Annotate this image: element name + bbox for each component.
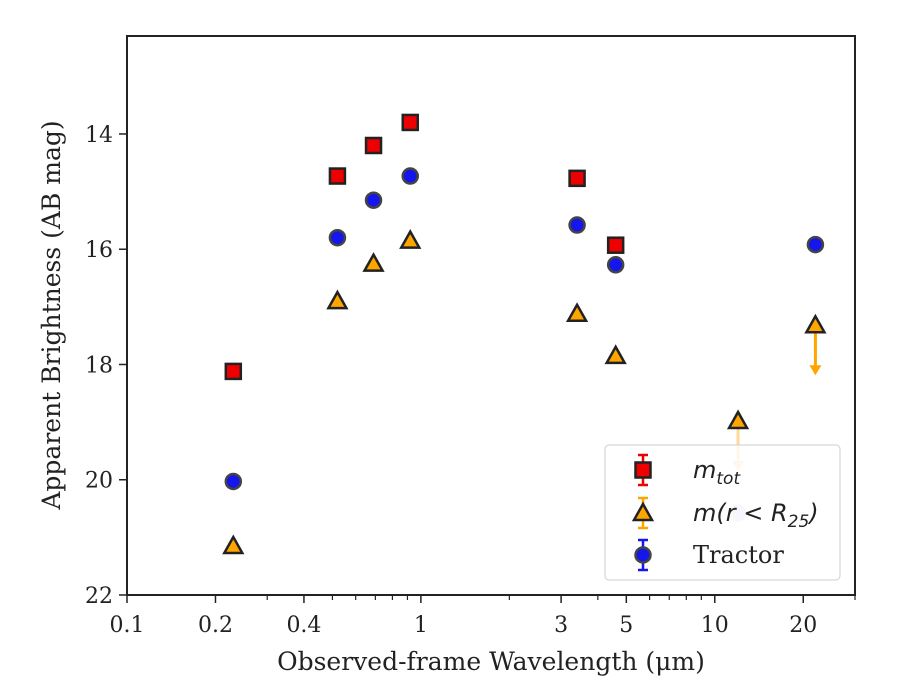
circle-marker bbox=[364, 191, 383, 209]
legend-label: Tractor bbox=[693, 541, 784, 569]
square-marker bbox=[328, 167, 347, 185]
data-point-circle bbox=[606, 256, 625, 274]
legend-item: Tractor bbox=[634, 538, 784, 572]
square-marker bbox=[606, 236, 625, 254]
circle-marker bbox=[224, 472, 243, 491]
x-tick-label: 0.4 bbox=[286, 613, 321, 638]
axis-ticks: 0.1 0.2 0.4 1 3 5 10 20 14 16 18 20 22 bbox=[85, 123, 856, 638]
x-tick-label: 20 bbox=[789, 613, 817, 638]
y-tick-label: 18 bbox=[85, 353, 113, 378]
data-point-triangle bbox=[804, 313, 827, 376]
data-point-triangle bbox=[326, 289, 349, 310]
square-marker bbox=[224, 362, 243, 381]
legend-box bbox=[604, 444, 841, 581]
y-tick-label: 20 bbox=[85, 469, 113, 494]
circle-marker bbox=[606, 256, 625, 274]
legend-label: m(r < R25) bbox=[693, 499, 819, 532]
data-point-triangle bbox=[604, 344, 627, 365]
legend-item: m(r < R25) bbox=[631, 496, 819, 532]
y-tick-label: 22 bbox=[85, 584, 113, 609]
data-point-triangle bbox=[222, 534, 245, 555]
y-tick-label: 16 bbox=[85, 238, 113, 263]
legend-circle-marker bbox=[634, 546, 652, 564]
data-point-circle bbox=[364, 191, 383, 209]
y-axis-label: Apparent Brightness (AB mag) bbox=[37, 120, 66, 510]
circle-marker bbox=[568, 216, 586, 234]
legend-item: mtot bbox=[634, 453, 741, 489]
data-point-square bbox=[606, 236, 625, 254]
legend-triangle-marker bbox=[631, 501, 655, 522]
data-point-circle bbox=[224, 472, 243, 491]
square-marker bbox=[568, 169, 586, 188]
data-point-circle bbox=[568, 216, 586, 234]
data-point-square bbox=[224, 362, 243, 381]
data-point-square bbox=[401, 113, 419, 132]
data-point-square bbox=[364, 136, 383, 155]
data-point-circle bbox=[328, 228, 347, 247]
triangle-marker bbox=[804, 313, 827, 334]
legend-square-marker bbox=[634, 461, 652, 479]
data-point-circle bbox=[806, 235, 825, 254]
square-marker bbox=[364, 136, 383, 155]
data-point-triangle bbox=[362, 252, 385, 272]
x-tick-label: 0.1 bbox=[110, 613, 145, 638]
triangle-marker bbox=[565, 302, 589, 323]
circle-marker bbox=[328, 228, 347, 247]
x-axis-label: Observed-frame Wavelength (μm) bbox=[277, 647, 705, 676]
triangle-marker bbox=[222, 534, 245, 555]
legend: mtot m(r < R25) Tractor bbox=[604, 444, 841, 581]
y-tick-label: 14 bbox=[85, 123, 113, 148]
legend-label: mtot bbox=[693, 456, 741, 489]
data-point-triangle bbox=[399, 229, 422, 249]
triangle-marker bbox=[362, 252, 385, 272]
circle-marker bbox=[806, 235, 825, 254]
data-point-circle bbox=[401, 167, 419, 185]
x-tick-label: 1 bbox=[414, 613, 428, 638]
x-tick-label: 10 bbox=[701, 613, 729, 638]
data-point-triangle bbox=[565, 302, 589, 323]
data-point-square bbox=[328, 167, 347, 185]
triangle-marker bbox=[604, 344, 627, 365]
x-tick-label: 5 bbox=[619, 613, 633, 638]
triangle-marker bbox=[326, 289, 349, 310]
circle-marker bbox=[401, 167, 419, 185]
plot-frame bbox=[126, 35, 856, 596]
triangle-marker bbox=[399, 229, 422, 249]
upper-limit-arrowhead bbox=[809, 365, 822, 376]
x-tick-label: 0.2 bbox=[198, 613, 233, 638]
x-tick-label: 3 bbox=[554, 613, 568, 638]
square-marker bbox=[401, 113, 419, 132]
triangle-marker bbox=[726, 409, 750, 430]
data-point-square bbox=[568, 169, 586, 188]
